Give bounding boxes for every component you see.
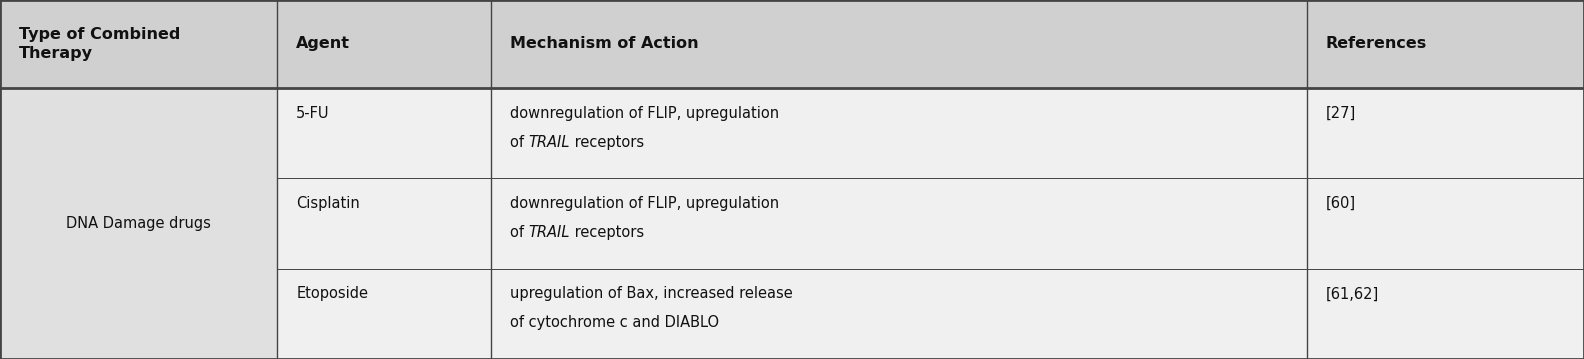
- Text: receptors: receptors: [570, 135, 645, 150]
- Bar: [1307, 0, 1584, 88]
- Text: upregulation of Bax, increased release: upregulation of Bax, increased release: [510, 286, 794, 302]
- Text: Type of Combined
Therapy: Type of Combined Therapy: [19, 27, 181, 61]
- Text: References: References: [1326, 37, 1427, 51]
- Text: Mechanism of Action: Mechanism of Action: [510, 37, 699, 51]
- Text: Etoposide: Etoposide: [296, 286, 367, 302]
- Text: downregulation of FLIP, upregulation: downregulation of FLIP, upregulation: [510, 196, 779, 211]
- Text: of cytochrome c and DIABLO: of cytochrome c and DIABLO: [510, 315, 719, 330]
- Text: of: of: [510, 225, 529, 240]
- Text: TRAIL: TRAIL: [529, 135, 570, 150]
- Text: Cisplatin: Cisplatin: [296, 196, 360, 211]
- Text: downregulation of FLIP, upregulation: downregulation of FLIP, upregulation: [510, 106, 779, 121]
- Text: [27]: [27]: [1326, 106, 1356, 121]
- Bar: [1307, 88, 1584, 359]
- Bar: [0, 88, 277, 359]
- Text: DNA Damage drugs: DNA Damage drugs: [67, 216, 211, 231]
- Text: TRAIL: TRAIL: [529, 225, 570, 240]
- Bar: [277, 0, 491, 88]
- Bar: [277, 88, 491, 359]
- Bar: [0, 0, 277, 88]
- Text: Agent: Agent: [296, 37, 350, 51]
- Text: of: of: [510, 135, 529, 150]
- Text: [60]: [60]: [1326, 196, 1356, 211]
- Bar: [491, 0, 1307, 88]
- Bar: [491, 88, 1307, 359]
- Text: [61,62]: [61,62]: [1326, 286, 1380, 302]
- Text: receptors: receptors: [570, 225, 645, 240]
- Text: 5-FU: 5-FU: [296, 106, 329, 121]
